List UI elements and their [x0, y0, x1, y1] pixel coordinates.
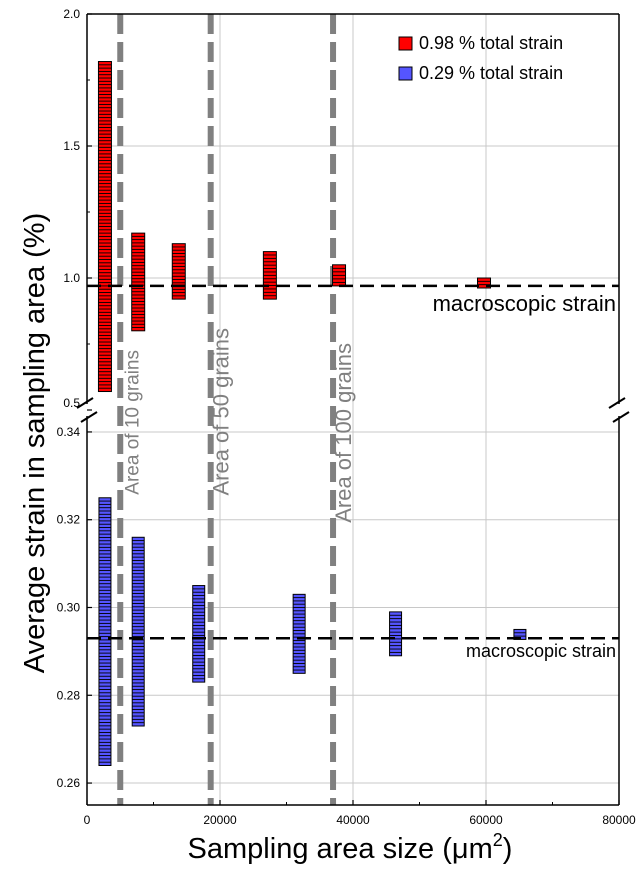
marker-stack	[262, 251, 277, 300]
axis-ticks: 0.5 1.0 1.5 2.0 0.26 0.28 0.30 0.32 0.34 0 20000 40…	[57, 7, 636, 827]
marker-stack	[477, 277, 492, 289]
y-tick-label: 0.34	[57, 425, 81, 439]
macroscopic-strain-label: macroscopic strain	[433, 291, 616, 316]
marker-stack-fill	[171, 243, 186, 300]
y-tick-label: 0.26	[57, 776, 81, 790]
marker-stack	[131, 536, 145, 727]
marker-stack-fill	[477, 277, 492, 289]
y-tick-label: 0.30	[57, 601, 81, 615]
grain-area-label: Area of 100 grains	[331, 343, 356, 523]
legend-swatch	[398, 66, 413, 81]
axis-break-mark	[76, 397, 94, 409]
x-tick-label: 40000	[336, 813, 370, 827]
marker-stack-fill	[131, 536, 145, 727]
grain-area-lines: Area of 10 grains Area of 50 grains Area o…	[117, 14, 356, 805]
marker-stack	[192, 585, 206, 683]
x-tick-label: 60000	[469, 813, 503, 827]
marker-stack	[171, 243, 186, 300]
legend-label: 0.98 % total strain	[419, 33, 563, 53]
marker-stack	[332, 264, 347, 287]
legend: 0.98 % total strain 0.29 % total strain	[398, 33, 563, 83]
x-tick-label: 20000	[203, 813, 237, 827]
y-axis-title: Average strain in sampling area (%)	[19, 213, 51, 673]
y-tick-label: 0.28	[57, 688, 81, 702]
macroscopic-strain-label: macroscopic strain	[466, 641, 616, 661]
x-tick-label: 0	[84, 813, 91, 827]
y-tick-label: 0.5	[63, 396, 80, 410]
marker-stack	[98, 497, 112, 766]
marker-stack	[292, 593, 306, 674]
x-tick-label: 80000	[602, 813, 636, 827]
grain-area-label: Area of 50 grains	[209, 328, 234, 496]
legend-swatch	[398, 36, 413, 51]
marker-stack	[389, 611, 403, 657]
grain-area-label: Area of 10 grains	[122, 350, 143, 495]
y-tick-label: 1.0	[63, 271, 80, 285]
x-axis-title: Sampling area size (μm2)	[188, 830, 513, 865]
marker-stack-fill	[192, 585, 206, 683]
y-tick-label: 0.32	[57, 513, 81, 527]
y-tick-label: 1.5	[63, 139, 80, 153]
legend-label: 0.29 % total strain	[419, 63, 563, 83]
marker-stack-fill	[98, 497, 112, 766]
marker-stack-fill	[389, 611, 403, 657]
data-markers	[97, 61, 527, 766]
grid-lines	[87, 14, 619, 805]
marker-stack	[97, 61, 112, 393]
marker-stack	[131, 232, 146, 332]
axis-break-mark	[612, 411, 630, 423]
macroscopic-strain-lines: macroscopic strain macroscopic strain	[87, 284, 619, 661]
axis-break-mark	[608, 397, 626, 409]
axis-break-mark	[80, 411, 98, 423]
y-tick-label: 2.0	[63, 7, 80, 21]
